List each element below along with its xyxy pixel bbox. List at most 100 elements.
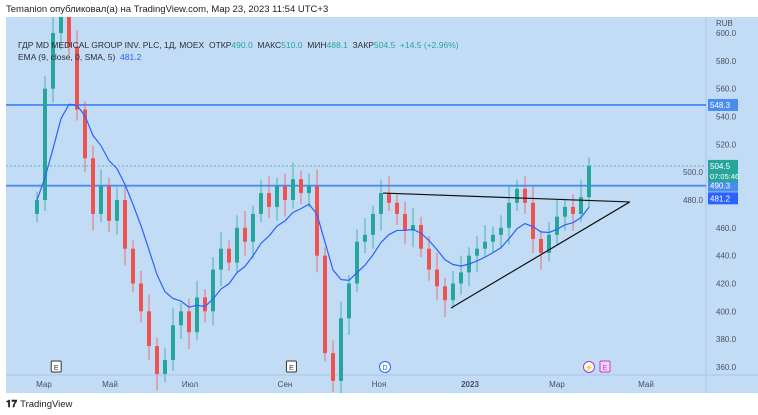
ema-label: EMA (9, close, 0, SMA, 5) bbox=[18, 52, 116, 62]
candle-body bbox=[307, 186, 311, 194]
currency-label: RUB bbox=[716, 19, 733, 28]
change-value: +14.5 (+2.96%) bbox=[400, 40, 459, 50]
candle-body bbox=[379, 193, 383, 214]
candle-body bbox=[403, 213, 407, 231]
candle-body bbox=[59, 17, 63, 33]
earnings-event-label: E bbox=[289, 365, 294, 372]
price-chart[interactable]: 600.0 580.0 560.0 540.0 520.0 500.0 480.0 460.0… bbox=[6, 17, 758, 393]
time-tick-label: Ноя bbox=[372, 380, 387, 389]
candle-body bbox=[275, 186, 279, 207]
candle-body bbox=[363, 234, 367, 242]
candle-body bbox=[491, 234, 495, 242]
price-tick-label: 480.0 bbox=[683, 196, 704, 205]
time-tick-label: Май bbox=[102, 380, 118, 389]
price-tick-label: 460.0 bbox=[716, 224, 737, 233]
footer-logo-text: TradingView bbox=[20, 399, 73, 410]
price-tick-label: 540.0 bbox=[716, 113, 737, 122]
price-tick-label: 560.0 bbox=[716, 85, 737, 94]
candle-body bbox=[75, 46, 79, 110]
triangle-trendline bbox=[382, 192, 630, 203]
open-label: ОТКР bbox=[208, 40, 232, 50]
price-tick-label: 500.0 bbox=[683, 168, 704, 177]
high-value: 510.0 bbox=[281, 40, 303, 50]
time-tick-label: Май bbox=[638, 380, 654, 389]
split-event-label: ⚡ bbox=[585, 363, 594, 372]
split-event-icon bbox=[583, 361, 595, 373]
candle-body bbox=[563, 206, 567, 217]
candle-body bbox=[107, 186, 111, 221]
hline-price-label-bg bbox=[708, 179, 738, 192]
candle-body bbox=[395, 202, 399, 214]
price-tick-label: 520.0 bbox=[716, 140, 737, 149]
candle-body bbox=[147, 311, 151, 347]
hline-price-label: 548.3 bbox=[710, 101, 731, 110]
candle-body bbox=[99, 186, 103, 214]
time-tick-label: Сен bbox=[278, 380, 293, 389]
candle-body bbox=[163, 360, 167, 374]
candle-body bbox=[67, 17, 71, 47]
symbol: ГДР MD MEDICAL GROUP INV. PLC, 1Д, MOEX bbox=[18, 40, 205, 50]
candle-body bbox=[459, 272, 463, 284]
candle-body bbox=[219, 248, 223, 270]
candle-body bbox=[523, 188, 527, 203]
hline-price-label-bg bbox=[708, 98, 738, 111]
candle-body bbox=[451, 283, 455, 301]
candle-body bbox=[171, 325, 175, 361]
candle-body bbox=[251, 213, 255, 242]
candle-body bbox=[139, 283, 143, 312]
candle-body bbox=[291, 179, 295, 200]
candle-body bbox=[43, 88, 47, 200]
chart-legend: ГДР MD MEDICAL GROUP INV. PLC, 1Д, MOEX … bbox=[18, 39, 459, 63]
candle-body bbox=[203, 297, 207, 312]
candle-body bbox=[515, 188, 519, 203]
price-tick-label: 440.0 bbox=[716, 252, 737, 261]
bar-countdown: 07:05:46 bbox=[710, 172, 739, 181]
candle-body bbox=[539, 238, 543, 253]
time-tick-label: Июл bbox=[182, 380, 199, 389]
candle-body bbox=[387, 193, 391, 203]
candle-body bbox=[475, 248, 479, 256]
ema-price-label-bg bbox=[708, 192, 738, 205]
low-value: 488.1 bbox=[326, 40, 348, 50]
high-label: МАКС bbox=[257, 40, 282, 50]
candle-body bbox=[555, 216, 559, 235]
earnings-event-icon bbox=[285, 360, 297, 373]
candle-body bbox=[315, 186, 319, 256]
publisher-caption: Temanion опубликовал(а) на TradingView.c… bbox=[6, 4, 329, 15]
low-label: МИН bbox=[307, 40, 327, 50]
candle-body bbox=[427, 248, 431, 270]
ema-value: 481.2 bbox=[120, 52, 142, 62]
candle-body bbox=[187, 311, 191, 333]
price-tick-label: 420.0 bbox=[716, 280, 737, 289]
candle-body bbox=[323, 255, 327, 354]
tradingview-logo-icon: 𝟏𝟕 bbox=[6, 399, 18, 410]
dividend-event-icon bbox=[379, 361, 391, 373]
ema-line bbox=[36, 103, 590, 308]
candle-body bbox=[547, 234, 551, 253]
ema-price-label: 481.2 bbox=[710, 194, 731, 203]
earnings-event-label: E bbox=[54, 365, 59, 372]
candle-body bbox=[571, 206, 575, 214]
time-tick-label: 2023 bbox=[461, 380, 479, 389]
candle-body bbox=[83, 109, 87, 159]
candle-body bbox=[259, 193, 263, 214]
earnings-event-icon bbox=[50, 360, 62, 373]
close-value: 504.5 bbox=[373, 40, 396, 50]
candle-body bbox=[235, 227, 239, 263]
candle-body bbox=[531, 202, 535, 239]
triangle-trendline bbox=[450, 201, 631, 309]
price-tick-label: 360.0 bbox=[716, 363, 737, 372]
earnings-event-label: E bbox=[603, 365, 608, 372]
hline-price-label: 490.3 bbox=[710, 182, 731, 191]
chart-pane[interactable]: 600.0 580.0 560.0 540.0 520.0 500.0 480.0 460.0… bbox=[6, 17, 758, 393]
candle-body bbox=[227, 248, 231, 263]
footer: 𝟏𝟕 TradingView bbox=[6, 399, 72, 410]
candle-body bbox=[35, 200, 39, 214]
candle-body bbox=[131, 248, 135, 284]
candle-body bbox=[283, 186, 287, 200]
price-tick-label: 600.0 bbox=[716, 29, 737, 38]
candle-body bbox=[507, 202, 511, 228]
candle-body bbox=[355, 241, 359, 284]
time-tick-label: Мар bbox=[36, 380, 52, 389]
last-price-label-bg bbox=[708, 159, 738, 182]
